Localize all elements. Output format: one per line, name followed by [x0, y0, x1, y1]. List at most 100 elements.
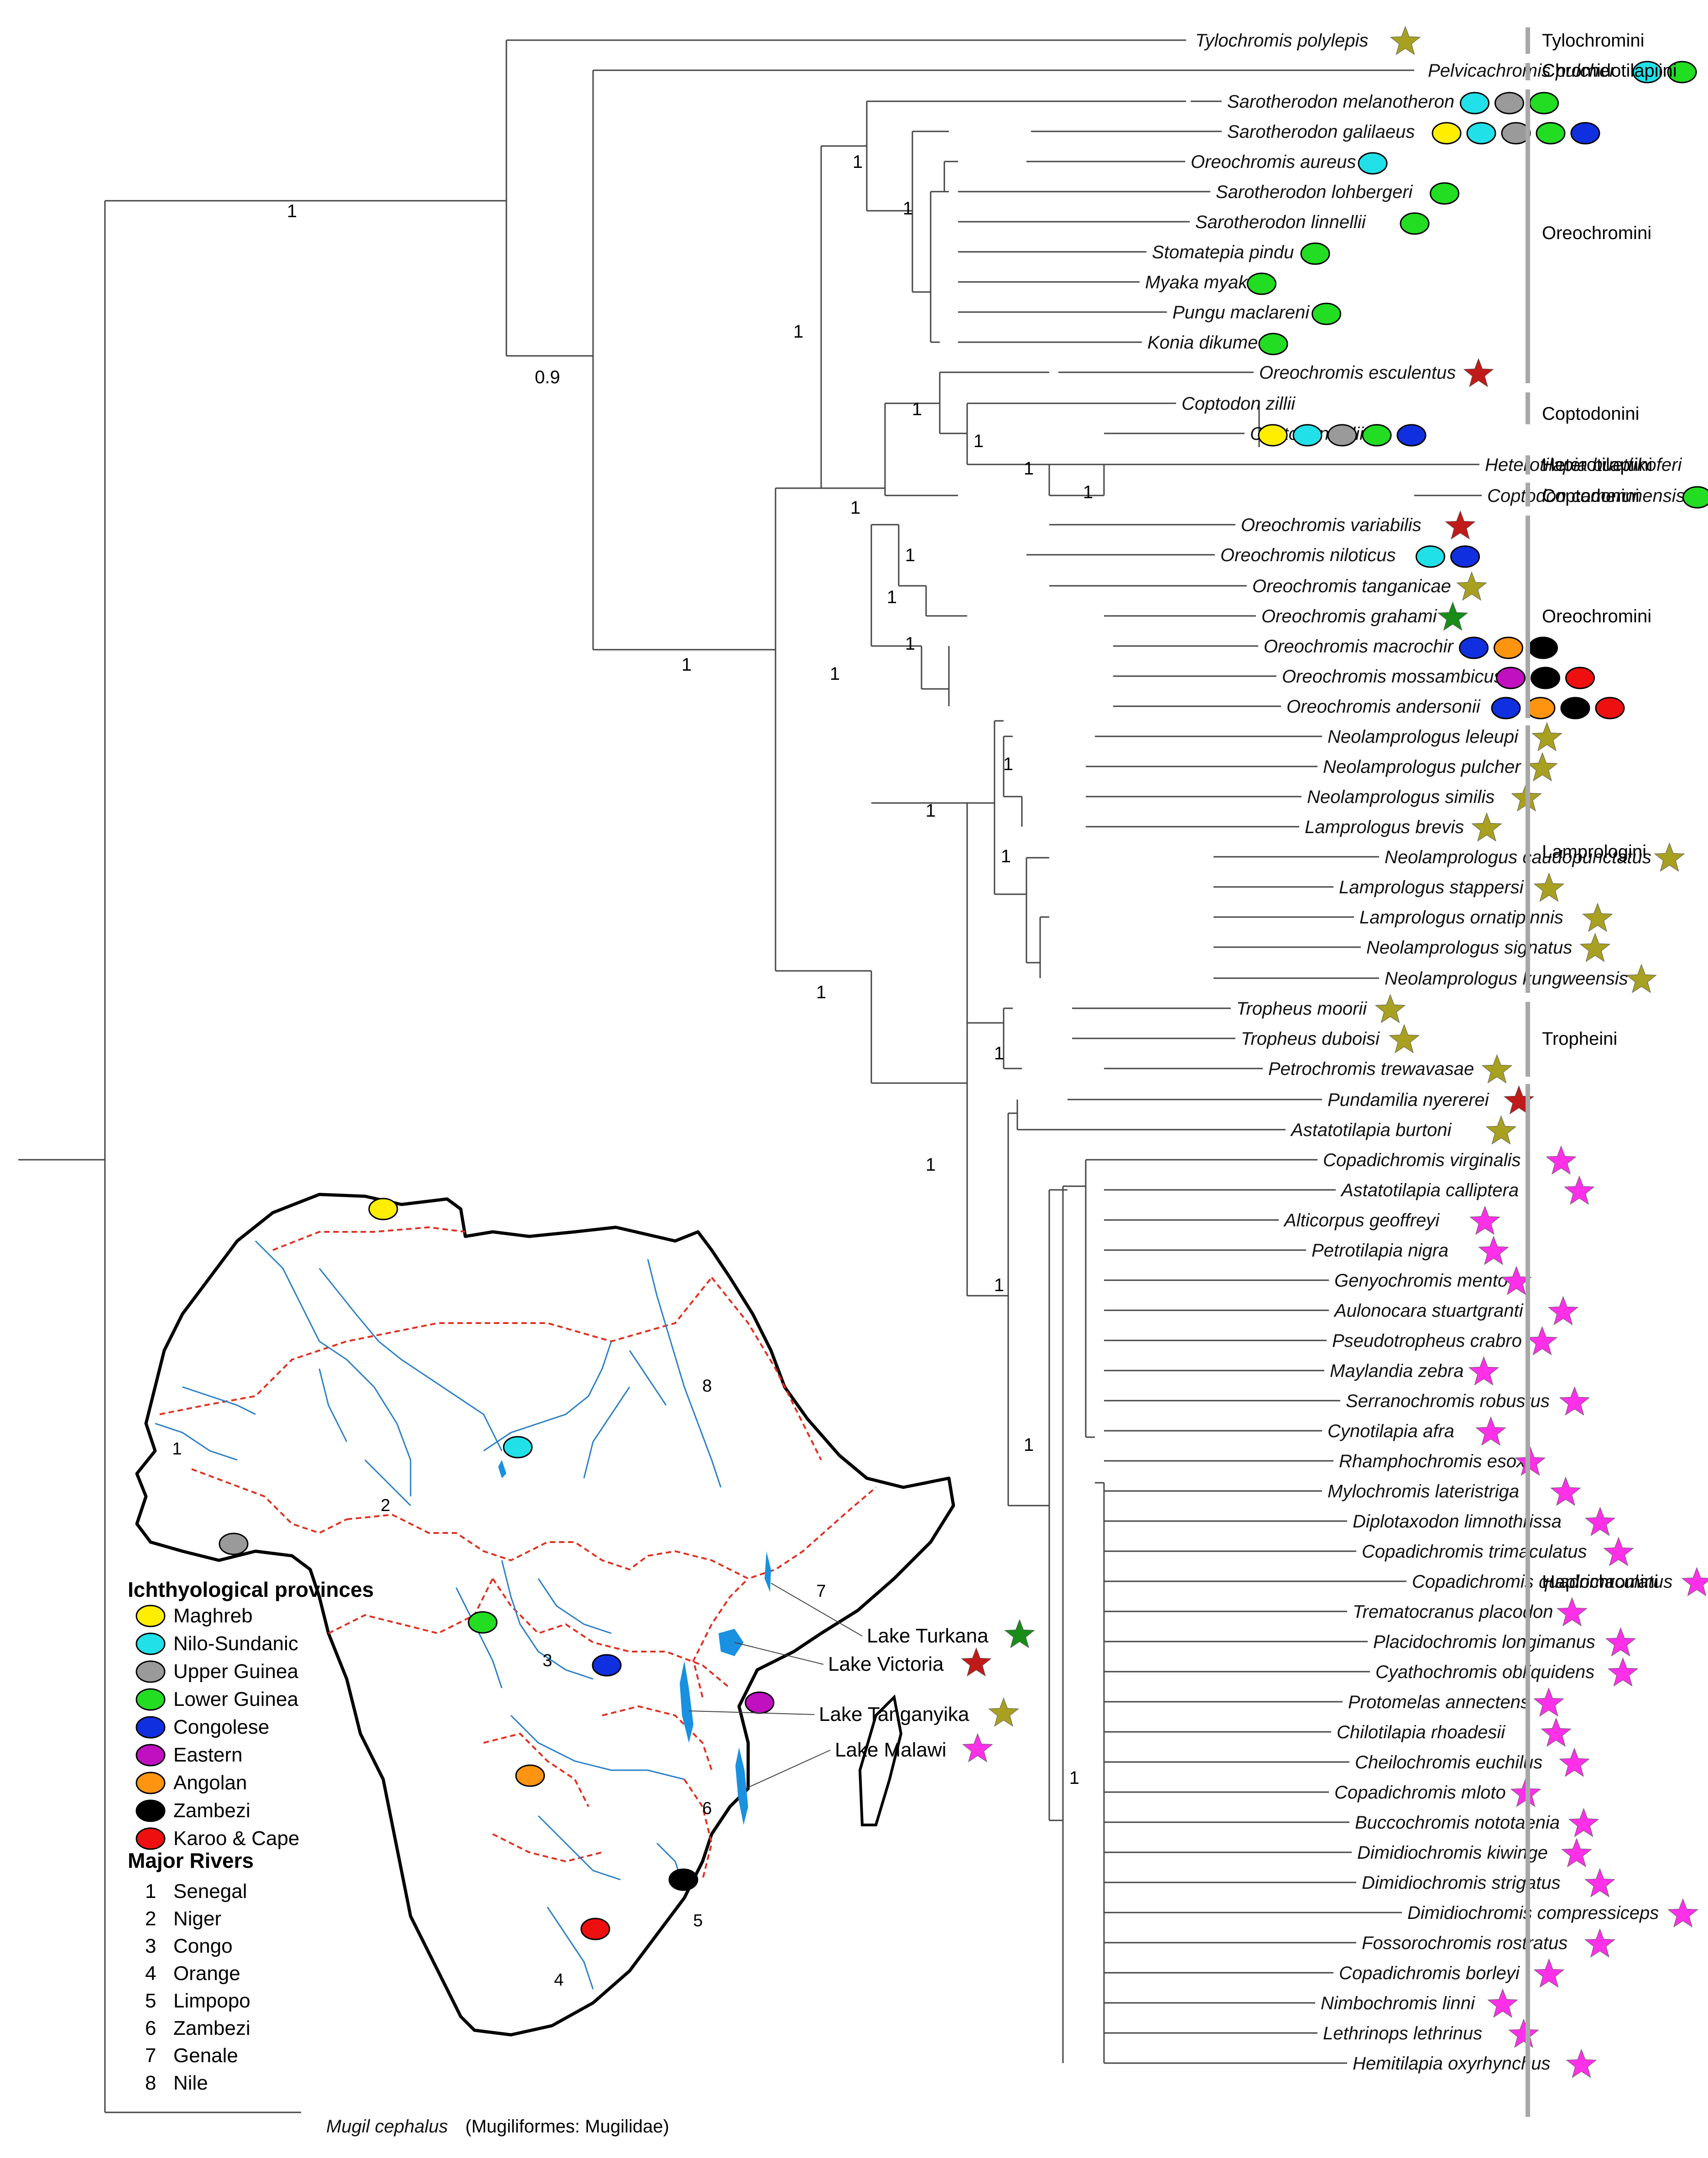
- lguinea-region-icon: [1683, 487, 1708, 508]
- tribe-label: Coptodonini: [1542, 404, 1640, 424]
- taxon-label: Stomatepia pindu: [1152, 242, 1294, 262]
- taxon-label: Pseudotropheus crabro: [1332, 1331, 1522, 1351]
- taxon-label: Nimbochromis linni: [1321, 1993, 1475, 2013]
- lguinea-region-icon: [1312, 303, 1341, 324]
- star-malawi-icon: [1534, 1688, 1564, 1716]
- support-value: 1: [994, 1043, 1004, 1063]
- taxon-label: Oreochromis andersonii: [1286, 697, 1481, 717]
- river-number: 2: [380, 1496, 390, 1515]
- eastern-region-icon: [1497, 667, 1525, 688]
- taxon-label: Oreochromis macrochir: [1264, 636, 1454, 657]
- river-legend-number: 2: [145, 1908, 156, 1930]
- star-malawi-icon: [1547, 1146, 1576, 1174]
- congolese-region-icon: [1451, 546, 1479, 567]
- legend-province-label: Upper Guinea: [173, 1660, 298, 1683]
- support-value: 1: [926, 801, 936, 821]
- star-malawi-icon: [1541, 1718, 1571, 1746]
- maghreb-region-icon: [1432, 123, 1461, 144]
- support-value: 1: [853, 152, 863, 172]
- taxon-label: Neolamprologus pulcher: [1323, 757, 1521, 777]
- taxon-label: Copadichromis mloto: [1334, 1783, 1506, 1803]
- taxon-label: Aulonocara stuartgranti: [1333, 1301, 1524, 1321]
- taxon-label: Astatotilapia calliptera: [1340, 1180, 1519, 1200]
- star-malawi-icon: [1527, 1327, 1557, 1355]
- legend-province-label: Zambezi: [173, 1799, 250, 1822]
- tribe-bars: TylochrominiChromidotilapiiniOreochromin…: [1526, 27, 1677, 2117]
- river-legend-number: 5: [145, 1990, 156, 2012]
- star-malawi-icon: [1565, 1176, 1594, 1204]
- taxon-label: Hemitilapia oxyrhynchus: [1353, 2054, 1551, 2074]
- legend-province-label: Lower Guinea: [173, 1688, 298, 1710]
- lake-label: Lake Turkana: [867, 1625, 989, 1647]
- lake-star-icon: [1005, 1620, 1035, 1648]
- taxon-label: Konia dikume: [1147, 333, 1258, 353]
- support-value: 1: [994, 1275, 1004, 1295]
- lake-label: Lake Tanganyika: [819, 1703, 969, 1725]
- lake-leader-line: [746, 1750, 830, 1788]
- star-malawi-icon: [1606, 1628, 1635, 1656]
- taxon-label: Cynotilapia afra: [1328, 1421, 1454, 1441]
- star-malawi-icon: [1585, 1869, 1615, 1897]
- star-malawi-icon: [1569, 1809, 1599, 1837]
- karoo-region-icon: [1596, 698, 1624, 719]
- support-value: 0.9: [535, 367, 560, 387]
- support-value: 1: [1083, 482, 1093, 502]
- lguinea-region-icon: [1248, 273, 1276, 294]
- star-malawi-icon: [1682, 1568, 1708, 1596]
- uguinea-region-icon: [1328, 425, 1356, 446]
- star-malawi-icon: [1560, 1748, 1589, 1777]
- river-legend-name: Genale: [173, 2044, 238, 2067]
- tribe-label: Tropheini: [1542, 1029, 1617, 1049]
- star-tanganyika-icon: [1482, 1055, 1512, 1083]
- taxon-label: Neolamprologus leleupi: [1328, 727, 1519, 747]
- outgroup-label: Mugil cephalus: [326, 2116, 448, 2137]
- tribe-label: Coptodonini: [1542, 486, 1640, 506]
- taxon-label: Copadichromis trimaculatus: [1362, 1542, 1587, 1562]
- maghreb-region-icon: [1259, 425, 1287, 446]
- star-malawi-icon: [1567, 2049, 1596, 2078]
- taxon-label: Mylochromis lateristriga: [1328, 1481, 1519, 1501]
- taxon-label: Protomelas annectens: [1348, 1692, 1530, 1712]
- river-legend-name: Nile: [173, 2072, 208, 2094]
- taxon-label: Astatotilapia burtoni: [1290, 1120, 1452, 1140]
- taxon-label: Sarotherodon linnellii: [1195, 212, 1366, 232]
- star-tanganyika-icon: [1580, 933, 1610, 962]
- taxon-label: Oreochromis niloticus: [1220, 545, 1396, 565]
- support-value: 1: [682, 655, 692, 675]
- taxon-label: Petrotilapia nigra: [1312, 1241, 1448, 1261]
- uguinea-legend-icon: [136, 1661, 165, 1682]
- taxon-label: Neolamprologus similis: [1307, 787, 1494, 807]
- taxon-label: Oreochromis esculentus: [1259, 363, 1456, 383]
- star-tanganyika-icon: [1472, 813, 1502, 841]
- lguinea-region-icon: [1259, 334, 1287, 354]
- tribe-label: Haplochromini: [1542, 1572, 1659, 1592]
- legend-province-label: Nilo-Sundanic: [173, 1632, 298, 1655]
- star-malawi-icon: [1585, 1507, 1615, 1536]
- taxon-label: Dimidiochromis strigatus: [1362, 1873, 1561, 1893]
- taxon-label: Alticorpus geoffreyi: [1283, 1210, 1440, 1230]
- lguinea-legend-icon: [136, 1689, 165, 1710]
- taxon-label: Lamprologus ornatipinnis: [1359, 907, 1563, 928]
- nilo-region-icon: [1359, 153, 1387, 174]
- outgroup-suffix: (Mugiliformes: Mugilidae): [465, 2116, 669, 2137]
- nilo-legend-icon: [136, 1633, 165, 1654]
- support-value: 1: [816, 982, 826, 1002]
- taxon-label: Lamprologus stappersi: [1339, 877, 1524, 897]
- taxon-label: Pungu maclareni: [1172, 302, 1310, 323]
- tribe-label: Tylochromini: [1542, 31, 1645, 51]
- river-legend-name: Congo: [173, 1935, 233, 1957]
- maghreb-map-marker: [369, 1199, 397, 1220]
- taxon-label: Cheilochromis euchilus: [1355, 1752, 1542, 1772]
- river-number: 5: [693, 1911, 703, 1930]
- taxon-label: Copadichromis virginalis: [1323, 1150, 1521, 1170]
- support-value: 1: [887, 587, 897, 607]
- star-tanganyika-icon: [1583, 903, 1613, 932]
- nilo-region-icon: [1416, 546, 1445, 567]
- river-legend-number: 1: [145, 1880, 156, 1903]
- support-value: 1: [287, 201, 297, 221]
- star-malawi-icon: [1562, 1839, 1592, 1867]
- tribe-label: Oreochromini: [1542, 223, 1651, 243]
- tribe-bar: [1526, 89, 1530, 383]
- support-value: 1: [830, 664, 840, 684]
